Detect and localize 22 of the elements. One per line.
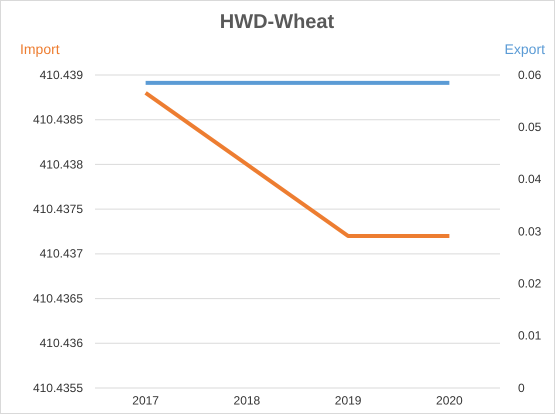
y-tick-label: 410.436 <box>40 336 84 350</box>
chart-title: HWD-Wheat <box>220 11 335 33</box>
y-tick-label: 410.4365 <box>32 291 84 306</box>
y-tick-label: 410.4375 <box>32 202 84 216</box>
y-tick-label: 410.439 <box>40 68 84 82</box>
y2-tick-label: 0.05 <box>518 120 542 134</box>
y-tick-label: 410.438 <box>40 157 84 172</box>
y2-tick-label: 0.02 <box>518 276 542 291</box>
y-tick-label: 410.437 <box>40 246 84 261</box>
y2-tick-label: 0 <box>518 380 525 395</box>
x-tick-label: 2018 <box>234 394 261 408</box>
y2-tick-label: 0.03 <box>518 224 542 238</box>
y2-tick-label: 0.06 <box>518 68 542 82</box>
x-tick-label: 2020 <box>436 394 464 408</box>
y-tick-label: 410.4355 <box>32 380 84 395</box>
x-tick-label: 2017 <box>132 394 160 408</box>
y2-tick-label: 0.04 <box>518 172 542 186</box>
y2-tick-label: 0.01 <box>518 328 542 343</box>
x-tick-label: 2019 <box>334 394 362 408</box>
y-tick-label: 410.4385 <box>32 112 84 127</box>
text: Import <box>20 41 60 57</box>
text: Export <box>504 41 546 57</box>
